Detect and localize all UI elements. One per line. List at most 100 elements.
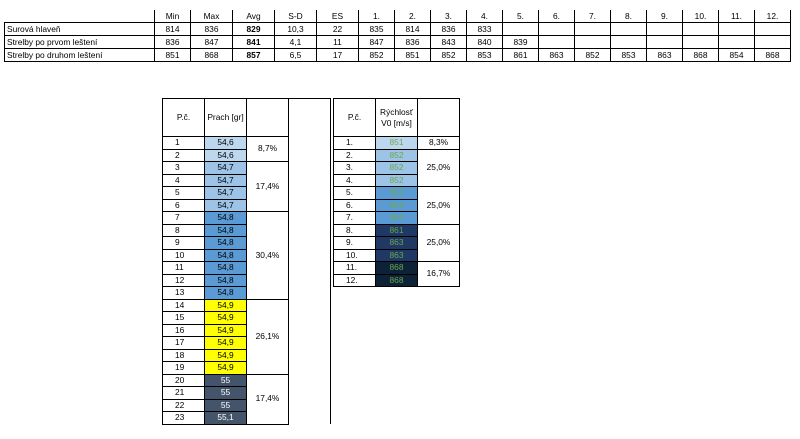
powder-row-number: 8	[162, 223, 205, 237]
summary-header-cell: S-D	[274, 10, 317, 23]
velocity-value-header: Rýchlosť V0 [m/s]	[375, 98, 418, 137]
powder-row-number: 11	[162, 261, 205, 275]
velocity-row-number: 12.	[333, 273, 376, 287]
summary-cell	[574, 35, 611, 49]
velocity-percent-header	[417, 98, 460, 137]
summary-cell: 854	[718, 48, 755, 62]
summary-cell: 833	[466, 22, 503, 36]
powder-value-cell: 54,9	[204, 323, 247, 337]
velocity-row: 10. 863	[333, 248, 460, 262]
powder-row: 8 54,8	[162, 223, 331, 237]
powder-row-number: 3	[162, 161, 205, 175]
powder-value-cell: 54,7	[204, 198, 247, 212]
powder-row: 4 54,7	[162, 173, 331, 187]
powder-value-cell: 55,1	[204, 411, 247, 425]
summary-cell: 847	[190, 35, 233, 49]
velocity-num-header: P.č.	[333, 98, 376, 137]
summary-cell: 863	[646, 48, 683, 62]
powder-value-cell: 54,9	[204, 348, 247, 362]
summary-cell: 11	[316, 35, 359, 49]
powder-row: 6 54,7	[162, 198, 331, 212]
powder-value-cell: 54,6	[204, 148, 247, 162]
summary-cell: 852	[430, 48, 467, 62]
powder-row-number: 13	[162, 286, 205, 300]
summary-cell: 840	[466, 35, 503, 49]
powder-row: 18 54,9	[162, 348, 331, 362]
powder-row-number: 1	[162, 136, 205, 150]
powder-row-number: 14	[162, 298, 205, 312]
summary-header-cell: 10.	[682, 10, 719, 23]
summary-header-cell: 11.	[718, 10, 755, 23]
summary-cell: 10,3	[274, 22, 317, 36]
summary-row: Strelby po druhom leštení 851 868 857 6,5 17 8…	[4, 48, 791, 62]
summary-cell: 829	[232, 22, 275, 36]
powder-value-cell: 54,7	[204, 161, 247, 175]
velocity-value-cell: 868	[375, 273, 418, 287]
powder-row-number: 7	[162, 211, 205, 225]
powder-percent-header	[246, 98, 289, 137]
powder-value-header: Prach [gr]	[204, 98, 247, 137]
powder-value-cell: 54,9	[204, 336, 247, 350]
powder-value-cell: 54,8	[204, 286, 247, 300]
powder-row: 5 54,7	[162, 186, 331, 200]
powder-row-number: 2	[162, 148, 205, 162]
summary-header-cell: 3.	[430, 10, 467, 23]
velocity-row-number: 5.	[333, 186, 376, 200]
powder-value-cell: 54,8	[204, 236, 247, 250]
powder-num-header: P.č.	[162, 98, 205, 137]
summary-header-cell: 6.	[538, 10, 575, 23]
velocity-row: 8. 861 25,0%	[333, 223, 460, 262]
powder-row-number: 21	[162, 386, 205, 400]
velocity-row-number: 8.	[333, 223, 376, 237]
powder-percent-cell: 26,1%	[246, 298, 289, 375]
summary-cell: 6,5	[274, 48, 317, 62]
velocity-row-number: 7.	[333, 211, 376, 225]
summary-cell: 852	[574, 48, 611, 62]
summary-cell: 852	[358, 48, 395, 62]
summary-header-cell: Min	[154, 10, 191, 23]
summary-cell	[682, 35, 719, 49]
powder-value-cell: 55	[204, 373, 247, 387]
velocity-row-number: 2.	[333, 148, 376, 162]
summary-header-cell: 12.	[754, 10, 791, 23]
summary-cell: 868	[754, 48, 791, 62]
summary-cell: 836	[394, 35, 431, 49]
velocity-value-cell: 861	[375, 223, 418, 237]
velocity-row-number: 3.	[333, 161, 376, 175]
velocity-row-number: 11.	[333, 261, 376, 275]
powder-row-number: 5	[162, 186, 205, 200]
summary-cell	[646, 35, 683, 49]
summary-cell: 841	[232, 35, 275, 49]
velocity-row-number: 9.	[333, 236, 376, 250]
velocity-row: 3. 852	[333, 161, 460, 175]
powder-row-number: 20	[162, 373, 205, 387]
powder-table: P.č. Prach [gr] 1 54,6 8,7% 2 54,6 3 54,7 17,4% 4 5…	[162, 98, 331, 425]
summary-header-cell: ES	[316, 10, 359, 23]
powder-row-number: 19	[162, 361, 205, 375]
summary-header-cell	[4, 10, 155, 23]
velocity-row: 5. 853 25,0%	[333, 186, 460, 225]
powder-value-cell: 54,7	[204, 186, 247, 200]
powder-value-cell: 54,9	[204, 298, 247, 312]
summary-header-cell: 9.	[646, 10, 683, 23]
summary-cell: 835	[358, 22, 395, 36]
summary-cell: 814	[154, 22, 191, 36]
powder-value-cell: 54,8	[204, 248, 247, 262]
summary-cell: 857	[232, 48, 275, 62]
velocity-row-number: 10.	[333, 248, 376, 262]
powder-value-cell: 54,8	[204, 223, 247, 237]
summary-cell: 861	[502, 48, 539, 62]
powder-row-number: 16	[162, 323, 205, 337]
powder-row: 12 54,8	[162, 273, 331, 287]
summary-cell	[610, 22, 647, 36]
powder-header-row: P.č. Prach [gr]	[162, 98, 331, 424]
velocity-row: 11. 868 16,7%	[333, 261, 460, 287]
velocity-value-cell: 868	[375, 261, 418, 275]
summary-cell: 863	[538, 48, 575, 62]
powder-value-cell: 54,9	[204, 311, 247, 325]
velocity-row: 9. 863	[333, 236, 460, 250]
powder-value-cell: 55	[204, 398, 247, 412]
summary-cell	[682, 22, 719, 36]
powder-value-cell: 54,8	[204, 273, 247, 287]
powder-row-number: 6	[162, 198, 205, 212]
